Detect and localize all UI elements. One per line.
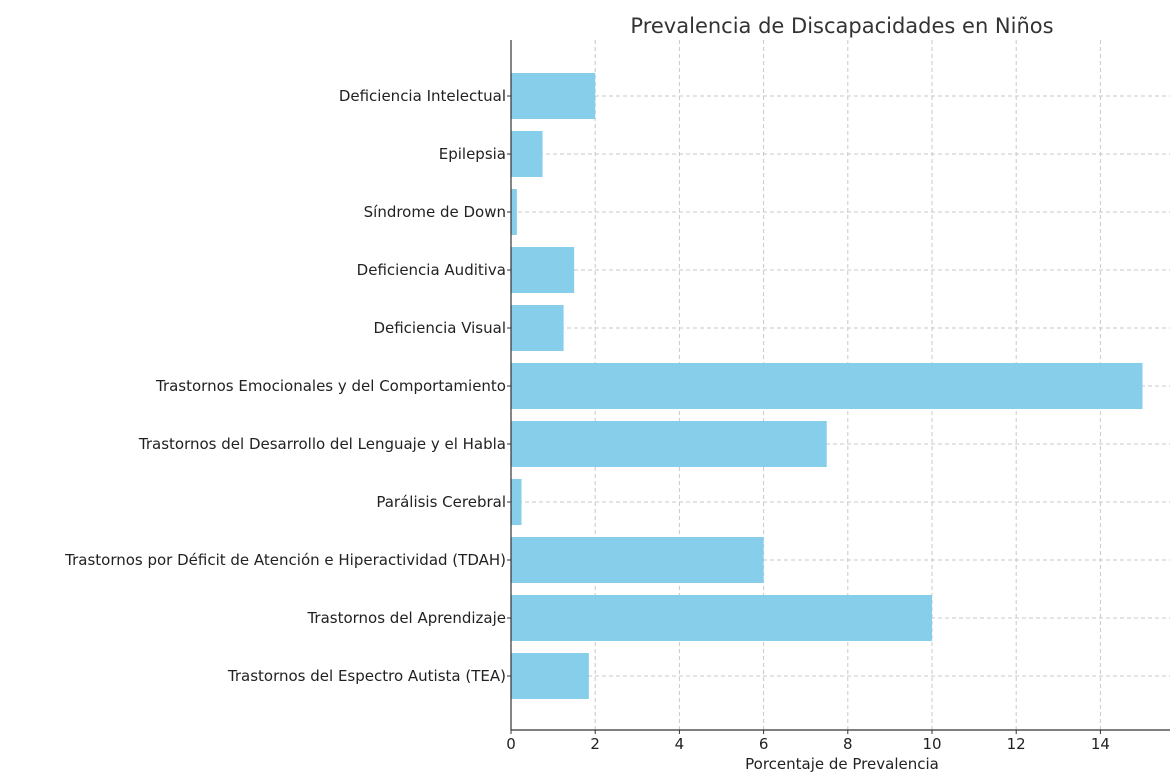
bar bbox=[511, 653, 589, 699]
y-tick-label: Deficiencia Visual bbox=[373, 319, 506, 337]
x-tick-label: 2 bbox=[590, 735, 600, 753]
bar bbox=[511, 479, 522, 525]
chart-title: Prevalencia de Discapacidades en Niños bbox=[630, 14, 1053, 38]
bar bbox=[511, 131, 543, 177]
x-tick-label: 14 bbox=[1091, 735, 1110, 753]
bar bbox=[511, 595, 932, 641]
bar bbox=[511, 421, 827, 467]
y-tick-label: Síndrome de Down bbox=[364, 203, 506, 221]
y-axis: Trastornos del Espectro Autista (TEA) Tra… bbox=[64, 40, 512, 730]
bar bbox=[511, 537, 764, 583]
bar bbox=[511, 189, 517, 235]
x-tick-label: 8 bbox=[843, 735, 853, 753]
bar bbox=[511, 247, 575, 293]
bar bbox=[511, 305, 564, 351]
y-tick-label: Deficiencia Auditiva bbox=[357, 261, 506, 279]
y-tick-label: Deficiencia Intelectual bbox=[339, 87, 506, 105]
x-tick-label: 0 bbox=[506, 735, 516, 753]
y-tick-label: Epilepsia bbox=[439, 145, 506, 163]
x-tick-label: 6 bbox=[759, 735, 769, 753]
x-tick-label: 12 bbox=[1007, 735, 1026, 753]
y-tick-label: Trastornos del Desarrollo del Lenguaje y… bbox=[138, 435, 506, 453]
y-tick-label: Parálisis Cerebral bbox=[376, 493, 506, 511]
y-tick-label: Trastornos del Aprendizaje bbox=[306, 609, 506, 627]
y-tick-label: Trastornos por Déficit de Atención e Hip… bbox=[64, 551, 506, 569]
y-tick-label: Trastornos Emocionales y del Comportamie… bbox=[155, 377, 506, 395]
y-tick-label: Trastornos del Espectro Autista (TEA) bbox=[227, 667, 506, 685]
bar bbox=[511, 363, 1143, 409]
x-tick-label: 10 bbox=[922, 735, 941, 753]
bars-group bbox=[511, 73, 1143, 699]
x-axis-label: Porcentaje de Prevalencia bbox=[745, 755, 939, 773]
x-axis: 0 2 4 6 8 10 12 14 bbox=[506, 729, 1170, 753]
bar bbox=[511, 73, 596, 119]
x-tick-label: 4 bbox=[675, 735, 685, 753]
